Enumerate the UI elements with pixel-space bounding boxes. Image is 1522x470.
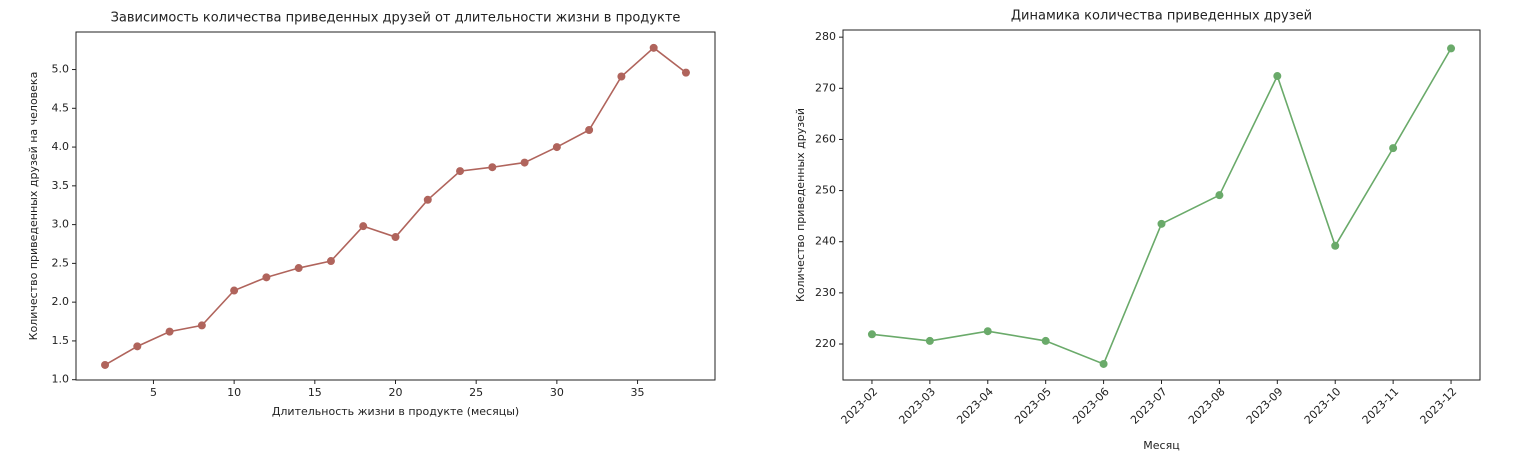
data-point [423, 195, 432, 204]
data-point [983, 327, 992, 336]
y-tick-label: 240 [815, 235, 836, 248]
x-tick-label: 15 [308, 386, 322, 399]
y-tick-label: 260 [815, 132, 836, 145]
data-point [133, 342, 142, 351]
y-tick-label: 230 [815, 286, 836, 299]
data-point [520, 158, 529, 167]
y-tick-label: 4.0 [52, 140, 70, 153]
x-tick-label: 2023-02 [838, 385, 880, 427]
chart-title: Зависимость количества приведенных друзе… [111, 11, 681, 26]
x-tick-label: 2023-12 [1418, 385, 1460, 427]
data-point [456, 167, 465, 176]
x-tick-label: 2023-07 [1128, 385, 1170, 427]
x-tick-label: 2023-08 [1186, 385, 1228, 427]
x-tick-label: 2023-11 [1360, 385, 1402, 427]
data-point [925, 336, 934, 345]
data-point [101, 360, 110, 369]
data-point [326, 257, 335, 266]
x-tick-label: 30 [550, 386, 564, 399]
data-point [165, 327, 174, 336]
y-axis-label: Количество приведенных друзей на человек… [27, 72, 40, 341]
data-point [488, 163, 497, 172]
x-tick-label: 2023-06 [1070, 385, 1112, 427]
data-line [104, 46, 687, 366]
data-point [552, 143, 561, 152]
x-tick-label: 2023-05 [1012, 385, 1054, 427]
data-point [649, 43, 658, 52]
y-tick-label: 280 [815, 30, 836, 43]
data-point [294, 264, 303, 273]
x-tick-label: 2023-09 [1244, 385, 1286, 427]
data-point [1273, 72, 1282, 81]
y-tick-label: 1.0 [52, 373, 70, 386]
x-tick-label: 5 [150, 386, 157, 399]
chart-title: Динамика количества приведенных друзей [1011, 9, 1312, 24]
x-tick-label: 25 [469, 386, 483, 399]
data-point [1215, 191, 1224, 200]
y-tick-label: 220 [815, 337, 836, 350]
y-tick-label: 270 [815, 81, 836, 94]
x-tick-label: 10 [227, 386, 241, 399]
y-axis-label: Количество приведенных друзей [794, 108, 807, 302]
data-point [681, 68, 690, 77]
y-tick-label: 2.0 [52, 295, 70, 308]
data-point [1099, 359, 1108, 368]
data-point [197, 321, 206, 330]
x-axis-label: Длительность жизни в продукте (месяцы) [272, 405, 519, 418]
data-point [391, 233, 400, 242]
data-point [1157, 219, 1166, 228]
data-point [617, 72, 626, 81]
x-tick-label: 20 [389, 386, 403, 399]
x-tick-label: 35 [631, 386, 645, 399]
data-point [359, 222, 368, 231]
plot-frame [842, 29, 1481, 381]
x-tick-label: 2023-04 [954, 385, 996, 427]
data-point [1447, 44, 1456, 53]
data-point [867, 330, 876, 339]
y-tick-label: 3.5 [52, 179, 70, 192]
data-point [1331, 241, 1340, 250]
y-tick-label: 5.0 [52, 63, 70, 76]
y-tick-label: 3.0 [52, 218, 70, 231]
data-point [1041, 336, 1050, 345]
y-tick-label: 250 [815, 184, 836, 197]
y-tick-label: 4.5 [52, 101, 70, 114]
data-point [1389, 144, 1398, 153]
x-axis-label: Месяц [1143, 439, 1179, 452]
y-tick-label: 1.5 [52, 334, 70, 347]
data-point [262, 273, 271, 282]
data-line [871, 48, 1452, 365]
data-point [585, 126, 594, 135]
x-tick-label: 2023-03 [896, 385, 938, 427]
plot-frame [75, 31, 716, 381]
y-tick-label: 2.5 [52, 256, 70, 269]
data-point [230, 286, 239, 295]
x-tick-label: 2023-10 [1302, 385, 1344, 427]
